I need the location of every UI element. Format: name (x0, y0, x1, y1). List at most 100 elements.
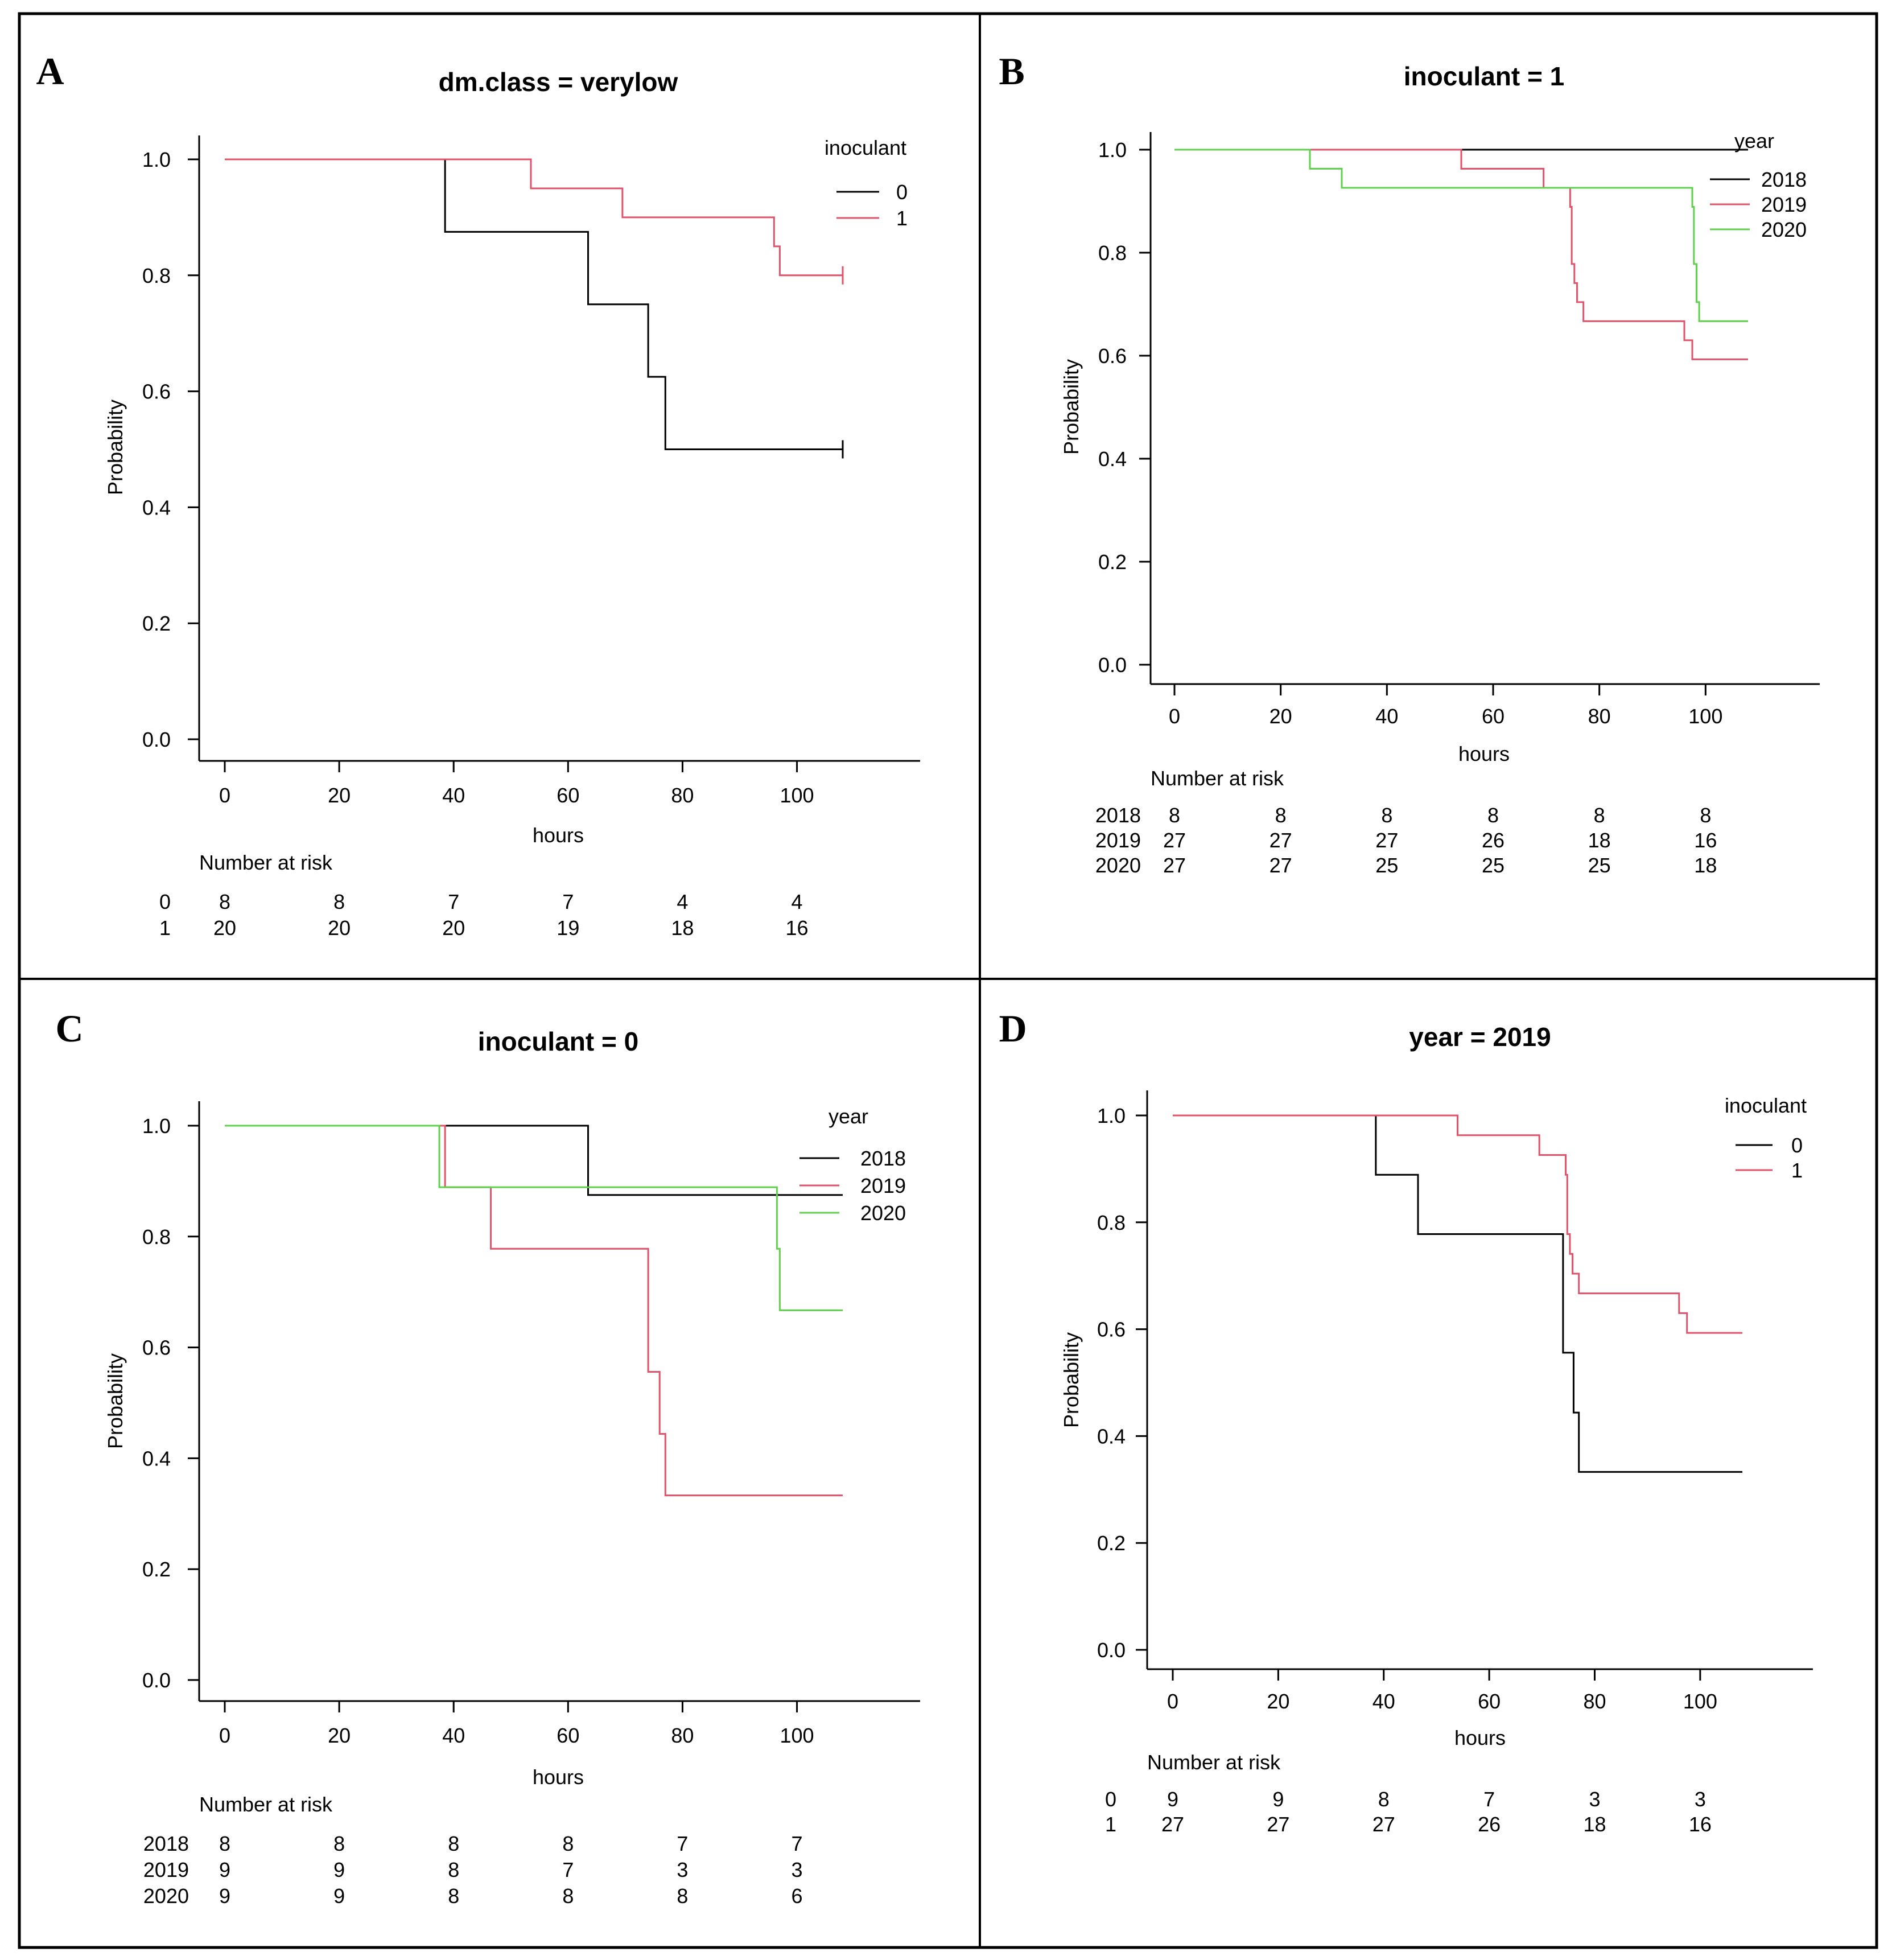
y-tick-label-d: 0.2 (1097, 1531, 1126, 1555)
y-tick-label-a: 1.0 (142, 148, 171, 171)
y-axis-label-a: Probability (104, 400, 127, 495)
panel-letter-a: A (36, 50, 64, 93)
risk-table-title-c: Number at risk (199, 1793, 333, 1816)
y-tick-label-a: 0.8 (142, 264, 171, 287)
panel-title-b: inoculant = 1 (1404, 61, 1564, 91)
y-tick-label-b: 0.2 (1098, 550, 1127, 574)
risk-count-c-2020: 6 (792, 1884, 803, 1908)
risk-count-c-2019: 8 (448, 1858, 459, 1881)
x-tick-label-b: 80 (1588, 705, 1611, 728)
legend-label-d-0: 0 (1791, 1134, 1803, 1157)
x-tick-label-d: 100 (1683, 1690, 1717, 1713)
risk-count-c-2018: 8 (333, 1832, 345, 1855)
legend-label-b-2020: 2020 (1761, 218, 1807, 241)
legend-label-c-2018: 2018 (860, 1147, 906, 1170)
risk-count-d-0: 9 (1272, 1788, 1284, 1811)
x-tick-label-b: 60 (1482, 705, 1505, 728)
survival-curve-b-2019 (1174, 149, 1748, 360)
risk-count-b-2018: 8 (1487, 804, 1499, 827)
y-tick-label-a: 0.4 (142, 496, 171, 519)
x-tick-label-a: 80 (671, 784, 694, 807)
risk-row-label-a-1: 1 (159, 916, 171, 940)
legend-title-c: year (829, 1105, 868, 1128)
risk-count-b-2019: 27 (1270, 829, 1292, 852)
risk-count-c-2019: 9 (219, 1858, 230, 1881)
risk-count-a-0: 4 (677, 890, 688, 913)
y-tick-label-d: 0.6 (1097, 1318, 1126, 1341)
risk-count-c-2019: 3 (792, 1858, 803, 1881)
legend-label-b-2018: 2018 (1761, 168, 1807, 191)
x-tick-label-d: 60 (1478, 1690, 1501, 1713)
panel-grid (18, 12, 1878, 1949)
risk-row-label-b-2018: 2018 (1095, 804, 1141, 827)
risk-count-c-2019: 7 (562, 1858, 574, 1881)
risk-count-a-0: 4 (792, 890, 803, 913)
risk-row-label-b-2020: 2020 (1095, 854, 1141, 877)
x-tick-label-d: 20 (1267, 1690, 1289, 1713)
x-tick-label-b: 0 (1169, 705, 1180, 728)
y-axis-label-b: Probability (1060, 359, 1083, 455)
panel-letter-c: C (55, 1007, 83, 1050)
x-tick-label-a: 20 (328, 784, 351, 807)
y-tick-label-c: 0.8 (142, 1225, 171, 1249)
risk-count-a-0: 7 (562, 890, 574, 913)
risk-count-a-0: 8 (333, 890, 345, 913)
risk-count-d-1: 27 (1372, 1813, 1395, 1836)
legend-label-a-1: 1 (896, 207, 908, 230)
risk-count-b-2020: 18 (1694, 854, 1717, 877)
x-tick-label-a: 40 (442, 784, 465, 807)
risk-count-b-2019: 26 (1482, 829, 1505, 852)
y-tick-label-d: 0.0 (1097, 1638, 1126, 1662)
risk-count-c-2018: 8 (562, 1832, 574, 1855)
panel-title-a: dm.class = verylow (439, 67, 678, 97)
risk-count-c-2020: 9 (219, 1884, 230, 1908)
x-tick-label-b: 40 (1375, 705, 1398, 728)
legend-label-a-0: 0 (896, 180, 908, 204)
y-tick-label-b: 0.4 (1098, 447, 1127, 471)
risk-count-d-1: 26 (1478, 1813, 1501, 1836)
legend-label-c-2019: 2019 (860, 1174, 906, 1197)
y-tick-label-c: 0.0 (142, 1669, 171, 1692)
risk-count-c-2018: 8 (219, 1832, 230, 1855)
risk-count-b-2018: 8 (1169, 804, 1180, 827)
risk-count-b-2020: 25 (1482, 854, 1505, 877)
x-tick-label-b: 100 (1688, 705, 1722, 728)
x-axis-label-d: hours (1454, 1726, 1506, 1749)
y-axis-label-c: Probability (104, 1353, 127, 1449)
risk-count-b-2020: 27 (1270, 854, 1292, 877)
risk-count-b-2019: 27 (1163, 829, 1186, 852)
y-tick-label-c: 0.4 (142, 1447, 171, 1470)
survival-curve-a-1 (225, 158, 843, 277)
risk-count-a-0: 7 (448, 890, 459, 913)
risk-row-label-d-0: 0 (1105, 1788, 1116, 1811)
risk-table-title-b: Number at risk (1151, 767, 1284, 790)
x-tick-label-c: 100 (780, 1724, 814, 1747)
x-axis-label-a: hours (533, 823, 584, 847)
y-tick-label-b: 0.6 (1098, 344, 1127, 368)
risk-count-b-2018: 8 (1381, 804, 1392, 827)
y-tick-label-c: 0.6 (142, 1336, 171, 1360)
x-axis-label-c: hours (533, 1765, 584, 1789)
x-tick-label-d: 40 (1372, 1690, 1395, 1713)
risk-count-a-0: 8 (219, 890, 230, 913)
risk-count-a-1: 16 (786, 916, 809, 940)
x-tick-label-a: 0 (219, 784, 230, 807)
x-tick-label-a: 100 (780, 784, 814, 807)
risk-count-d-1: 18 (1583, 1813, 1606, 1836)
risk-count-c-2020: 8 (677, 1884, 688, 1908)
risk-row-label-b-2019: 2019 (1095, 829, 1141, 852)
y-tick-label-c: 1.0 (142, 1114, 171, 1138)
risk-count-a-1: 20 (328, 916, 351, 940)
panel-title-c: inoculant = 0 (478, 1027, 638, 1056)
risk-count-a-1: 20 (213, 916, 236, 940)
risk-table-title-a: Number at risk (199, 851, 333, 874)
legend-label-b-2019: 2019 (1761, 193, 1807, 216)
survival-curve-d-0 (1173, 1114, 1742, 1473)
y-tick-label-d: 1.0 (1097, 1104, 1126, 1127)
outer-border (18, 12, 1878, 1949)
